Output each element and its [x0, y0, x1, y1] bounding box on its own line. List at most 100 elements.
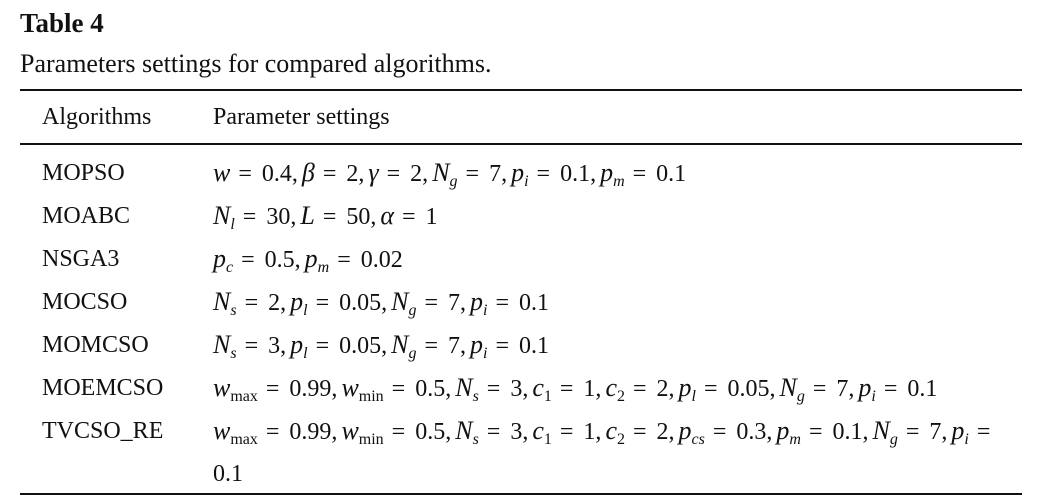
parameter-subscript: l: [230, 216, 235, 233]
parameter: pl = 0.05,: [290, 287, 391, 319]
parameter-symbol: N: [213, 287, 231, 316]
parameter-symbol: N: [872, 416, 890, 445]
parameter: wmin = 0.5,: [341, 373, 455, 405]
parameter-value: = 0.1: [883, 376, 938, 402]
algorithm-cell: MOEMCSO: [42, 375, 164, 401]
parameter: pi = 0.1: [470, 287, 553, 319]
parameter-subscript: g: [408, 345, 417, 362]
parameter-symbol: γ: [368, 158, 379, 187]
parameter-symbol: N: [391, 330, 409, 359]
settings-cell: Ns = 2, pl = 0.05, Ng = 7, pi = 0.1: [213, 285, 1022, 328]
parameter: pl = 0.05,: [678, 373, 780, 405]
parameter-symbol: p: [290, 330, 304, 359]
parameter-symbol: N: [432, 158, 450, 187]
parameter-symbol: α: [380, 201, 395, 230]
table-title: Table 4: [20, 8, 104, 38]
parameter-value: = 7,: [812, 376, 855, 402]
parameter-subscript: min: [358, 388, 384, 405]
parameter: c2 = 2,: [605, 373, 678, 405]
algorithm-cell: MOABC: [42, 203, 131, 229]
parameter-subscript: g: [889, 431, 898, 448]
parameter-subscript: i: [871, 388, 876, 405]
parameter-subscript: s: [230, 345, 237, 362]
algorithm-cell: MOPSO: [42, 160, 125, 186]
table-row: TVCSO_RE wmax = 0.99, wmin = 0.5, Ns = 3, c1 = 1…: [20, 414, 1022, 495]
parameter-subscript: i: [483, 345, 488, 362]
parameter-subscript: cs: [691, 431, 705, 448]
settings-cell: wmax = 0.99, wmin = 0.5, Ns = 3, c1 = 1, c2 = 2, p…: [213, 371, 1022, 414]
parameter: γ = 2,: [368, 158, 432, 187]
table-row: MOCSO Ns = 2, pl = 0.05, Ng = 7, pi = 0.1: [20, 285, 1022, 328]
parameter-symbol: N: [455, 373, 473, 402]
parameter: Ns = 3,: [213, 330, 290, 362]
parameter-symbol: L: [300, 201, 315, 230]
algorithm-cell: TVCSO_RE: [20, 414, 213, 495]
parameter-subscript: max: [230, 388, 258, 405]
table-row: MOABC Nl = 30, L = 50, α = 1: [20, 199, 1022, 242]
table-row: MOPSO w = 0.4, β = 2, γ = 2, Ng = 7, pi = 0.1, pm = …: [20, 144, 1022, 199]
parameter: pi = 0.1: [213, 416, 991, 487]
parameter-symbol: p: [304, 244, 318, 273]
parameter-subscript: g: [796, 388, 805, 405]
parameter: Ng = 7,: [432, 158, 511, 190]
parameter-value: = 7,: [905, 419, 948, 445]
table-row: NSGA3 p c = 0.5, pm = 0.02: [20, 242, 1022, 285]
parameter-value: = 3,: [486, 419, 529, 445]
parameter-subscript: g: [408, 302, 417, 319]
parameter-value: = 0.4,: [238, 161, 298, 187]
parameter-symbol: N: [213, 330, 231, 359]
column-header: Algorithms: [20, 89, 213, 145]
parameter-symbol: p: [776, 416, 790, 445]
parameter-symbol: p: [951, 416, 965, 445]
parameter-symbol: w: [213, 373, 231, 402]
table-row: MOMCSO Ns = 3, pl = 0.05, Ng = 7, pi = 0.1: [20, 328, 1022, 371]
algorithm-cell: NSGA3: [42, 246, 120, 272]
parameter-value: = 0.1: [495, 333, 550, 359]
algorithm-cell: MOCSO: [42, 289, 128, 315]
parameter-value: = 7,: [424, 290, 467, 316]
parameter: Ng = 7,: [391, 330, 470, 362]
parameter-value: = 0.5,: [241, 247, 301, 273]
parameter-value: = 0.05,: [703, 376, 776, 402]
table-caption: Parameters settings for compared algorit…: [20, 49, 492, 78]
parameter-value: = 1,: [559, 376, 602, 402]
parameter-subscript: 2: [616, 388, 625, 405]
parameter-subscript: i: [483, 302, 488, 319]
parameter-symbol: p: [858, 373, 872, 402]
parameter-value: = 0.1: [213, 419, 991, 487]
parameter-subscript: 2: [616, 431, 625, 448]
settings-cell: Nl = 30, L = 50, α = 1: [213, 199, 1022, 242]
parameter-value: = 2,: [244, 290, 287, 316]
parameter: c2 = 2,: [605, 416, 678, 448]
parameter: pm = 0.02: [304, 244, 407, 276]
parameter: pi = 0.1: [470, 330, 553, 362]
parameter-symbol: p: [678, 373, 692, 402]
parameter-value: = 0.99,: [265, 419, 338, 445]
settings-cell: p c = 0.5, pm = 0.02: [213, 242, 1022, 285]
parameter: Ng = 7,: [779, 373, 859, 405]
parameter-value: = 0.02: [337, 247, 403, 273]
parameter-value: = 0.1: [632, 161, 687, 187]
parameter: pm = 0.1: [600, 158, 690, 190]
parameter-subscript: c: [226, 259, 234, 276]
parameter-value: = 7,: [424, 333, 467, 359]
parameter: pcs = 0.3,: [679, 416, 777, 448]
parameter: c1 = 1,: [532, 373, 605, 405]
parameter-subscript: s: [230, 302, 237, 319]
parameter: c1 = 1,: [532, 416, 605, 448]
parameter-subscript: m: [789, 431, 801, 448]
parameter-subscript: m: [317, 259, 330, 276]
parameter-value: = 0.1,: [536, 161, 597, 187]
settings-cell: wmax = 0.99, wmin = 0.5, Ns = 3, c1 = 1, c2 = 2, p…: [213, 414, 1022, 495]
parameter: pi = 0.1,: [511, 158, 600, 190]
parameter-value: = 2,: [386, 161, 429, 187]
parameter: pc = 0.5,: [213, 244, 305, 276]
parameter-value: = 0.5,: [391, 419, 452, 445]
parameter-symbol: p: [600, 158, 614, 187]
parameter-subscript: i: [524, 173, 529, 190]
parameter-value: = 0.99,: [265, 376, 338, 402]
parameter-value: = 1,: [559, 419, 602, 445]
parameter-symbol: N: [779, 373, 797, 402]
parameter: Ng = 7,: [872, 416, 952, 448]
parameter-value: = 0.05,: [315, 333, 388, 359]
